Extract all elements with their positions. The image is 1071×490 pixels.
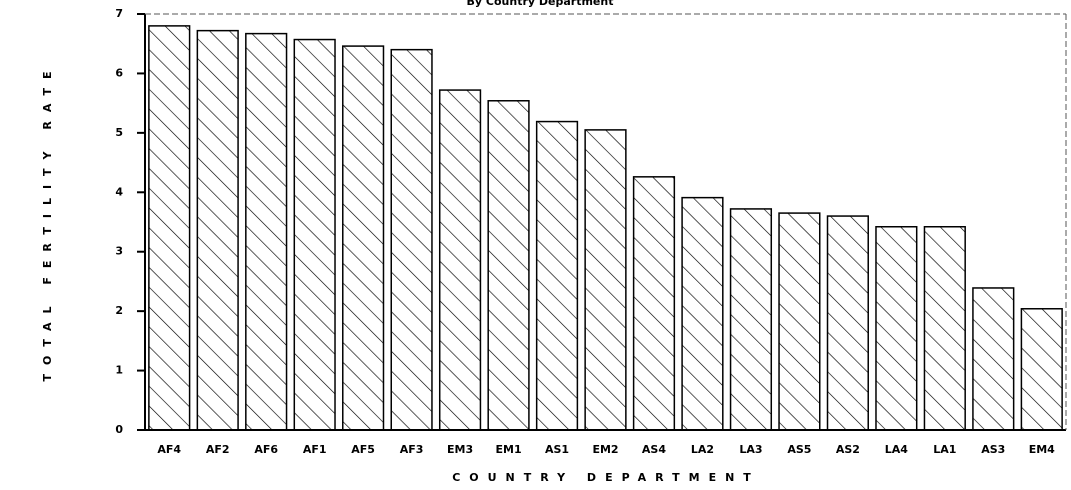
bar bbox=[196, 29, 239, 431]
x-tick-label: EM4 bbox=[1029, 443, 1055, 456]
x-tick-label: LA1 bbox=[933, 443, 956, 456]
y-tick-label: 3 bbox=[115, 245, 123, 258]
bar bbox=[245, 32, 288, 431]
y-tick-label: 6 bbox=[115, 66, 123, 79]
x-tick-label: AF4 bbox=[157, 443, 181, 456]
x-axis-label: COUNTRY DEPARTMENT bbox=[452, 471, 760, 484]
x-tick-label: AF5 bbox=[351, 443, 375, 456]
x-tick-label: EM3 bbox=[447, 443, 473, 456]
bar bbox=[535, 120, 579, 431]
x-tick-label: AS5 bbox=[787, 443, 811, 456]
bar bbox=[390, 48, 433, 431]
y-axis-label: TOTAL FERTILITY RATE bbox=[41, 62, 54, 381]
bar bbox=[342, 45, 385, 431]
x-tick-label: AS2 bbox=[836, 443, 860, 456]
chart-title: By Country Department bbox=[467, 0, 614, 8]
bar bbox=[972, 287, 1015, 431]
y-tick-label: 5 bbox=[115, 126, 123, 139]
bar bbox=[632, 176, 676, 431]
x-tick-label: AS3 bbox=[981, 443, 1005, 456]
y-tick-label: 1 bbox=[115, 364, 123, 377]
x-tick-label: AF6 bbox=[254, 443, 278, 456]
bar bbox=[875, 226, 918, 431]
bar bbox=[438, 89, 482, 431]
x-tick-label: LA3 bbox=[739, 443, 762, 456]
bar bbox=[923, 226, 966, 431]
bar bbox=[1020, 308, 1063, 431]
bar bbox=[681, 196, 724, 431]
y-tick-label: 0 bbox=[115, 423, 123, 436]
bar bbox=[729, 208, 773, 431]
x-tick-label: AF1 bbox=[303, 443, 327, 456]
bar bbox=[584, 129, 627, 431]
x-tick-label: AS1 bbox=[545, 443, 569, 456]
x-tick-label: AS4 bbox=[642, 443, 666, 456]
y-tick-label: 2 bbox=[115, 304, 123, 317]
y-tick-label: 4 bbox=[115, 185, 123, 198]
bar bbox=[826, 215, 869, 431]
bar bbox=[293, 38, 336, 431]
x-tick-label: EM1 bbox=[495, 443, 521, 456]
bar bbox=[148, 25, 191, 431]
bar bbox=[487, 100, 530, 431]
x-tick-label: AF3 bbox=[400, 443, 424, 456]
x-tick-label: LA2 bbox=[691, 443, 714, 456]
bar bbox=[778, 212, 821, 431]
x-tick-label: LA4 bbox=[885, 443, 909, 456]
x-tick-label: AF2 bbox=[206, 443, 230, 456]
y-tick-label: 7 bbox=[115, 7, 123, 20]
x-tick-label: EM2 bbox=[592, 443, 618, 456]
